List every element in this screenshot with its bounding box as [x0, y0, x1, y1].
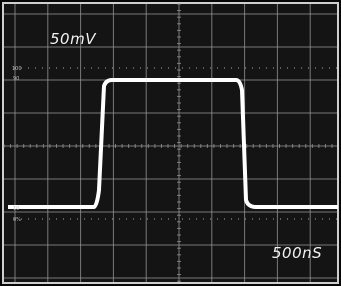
volts-per-div: 50mV [50, 30, 97, 48]
scale-label: 0% [13, 217, 21, 223]
oscilloscope-screen: 50mV 500nS 100 90 10 0% [0, 0, 341, 286]
scale-label: 10 [13, 206, 19, 212]
scale-label: 90 [13, 76, 19, 82]
scale-label: 100 [12, 66, 22, 72]
time-per-div: 500nS [272, 244, 322, 262]
